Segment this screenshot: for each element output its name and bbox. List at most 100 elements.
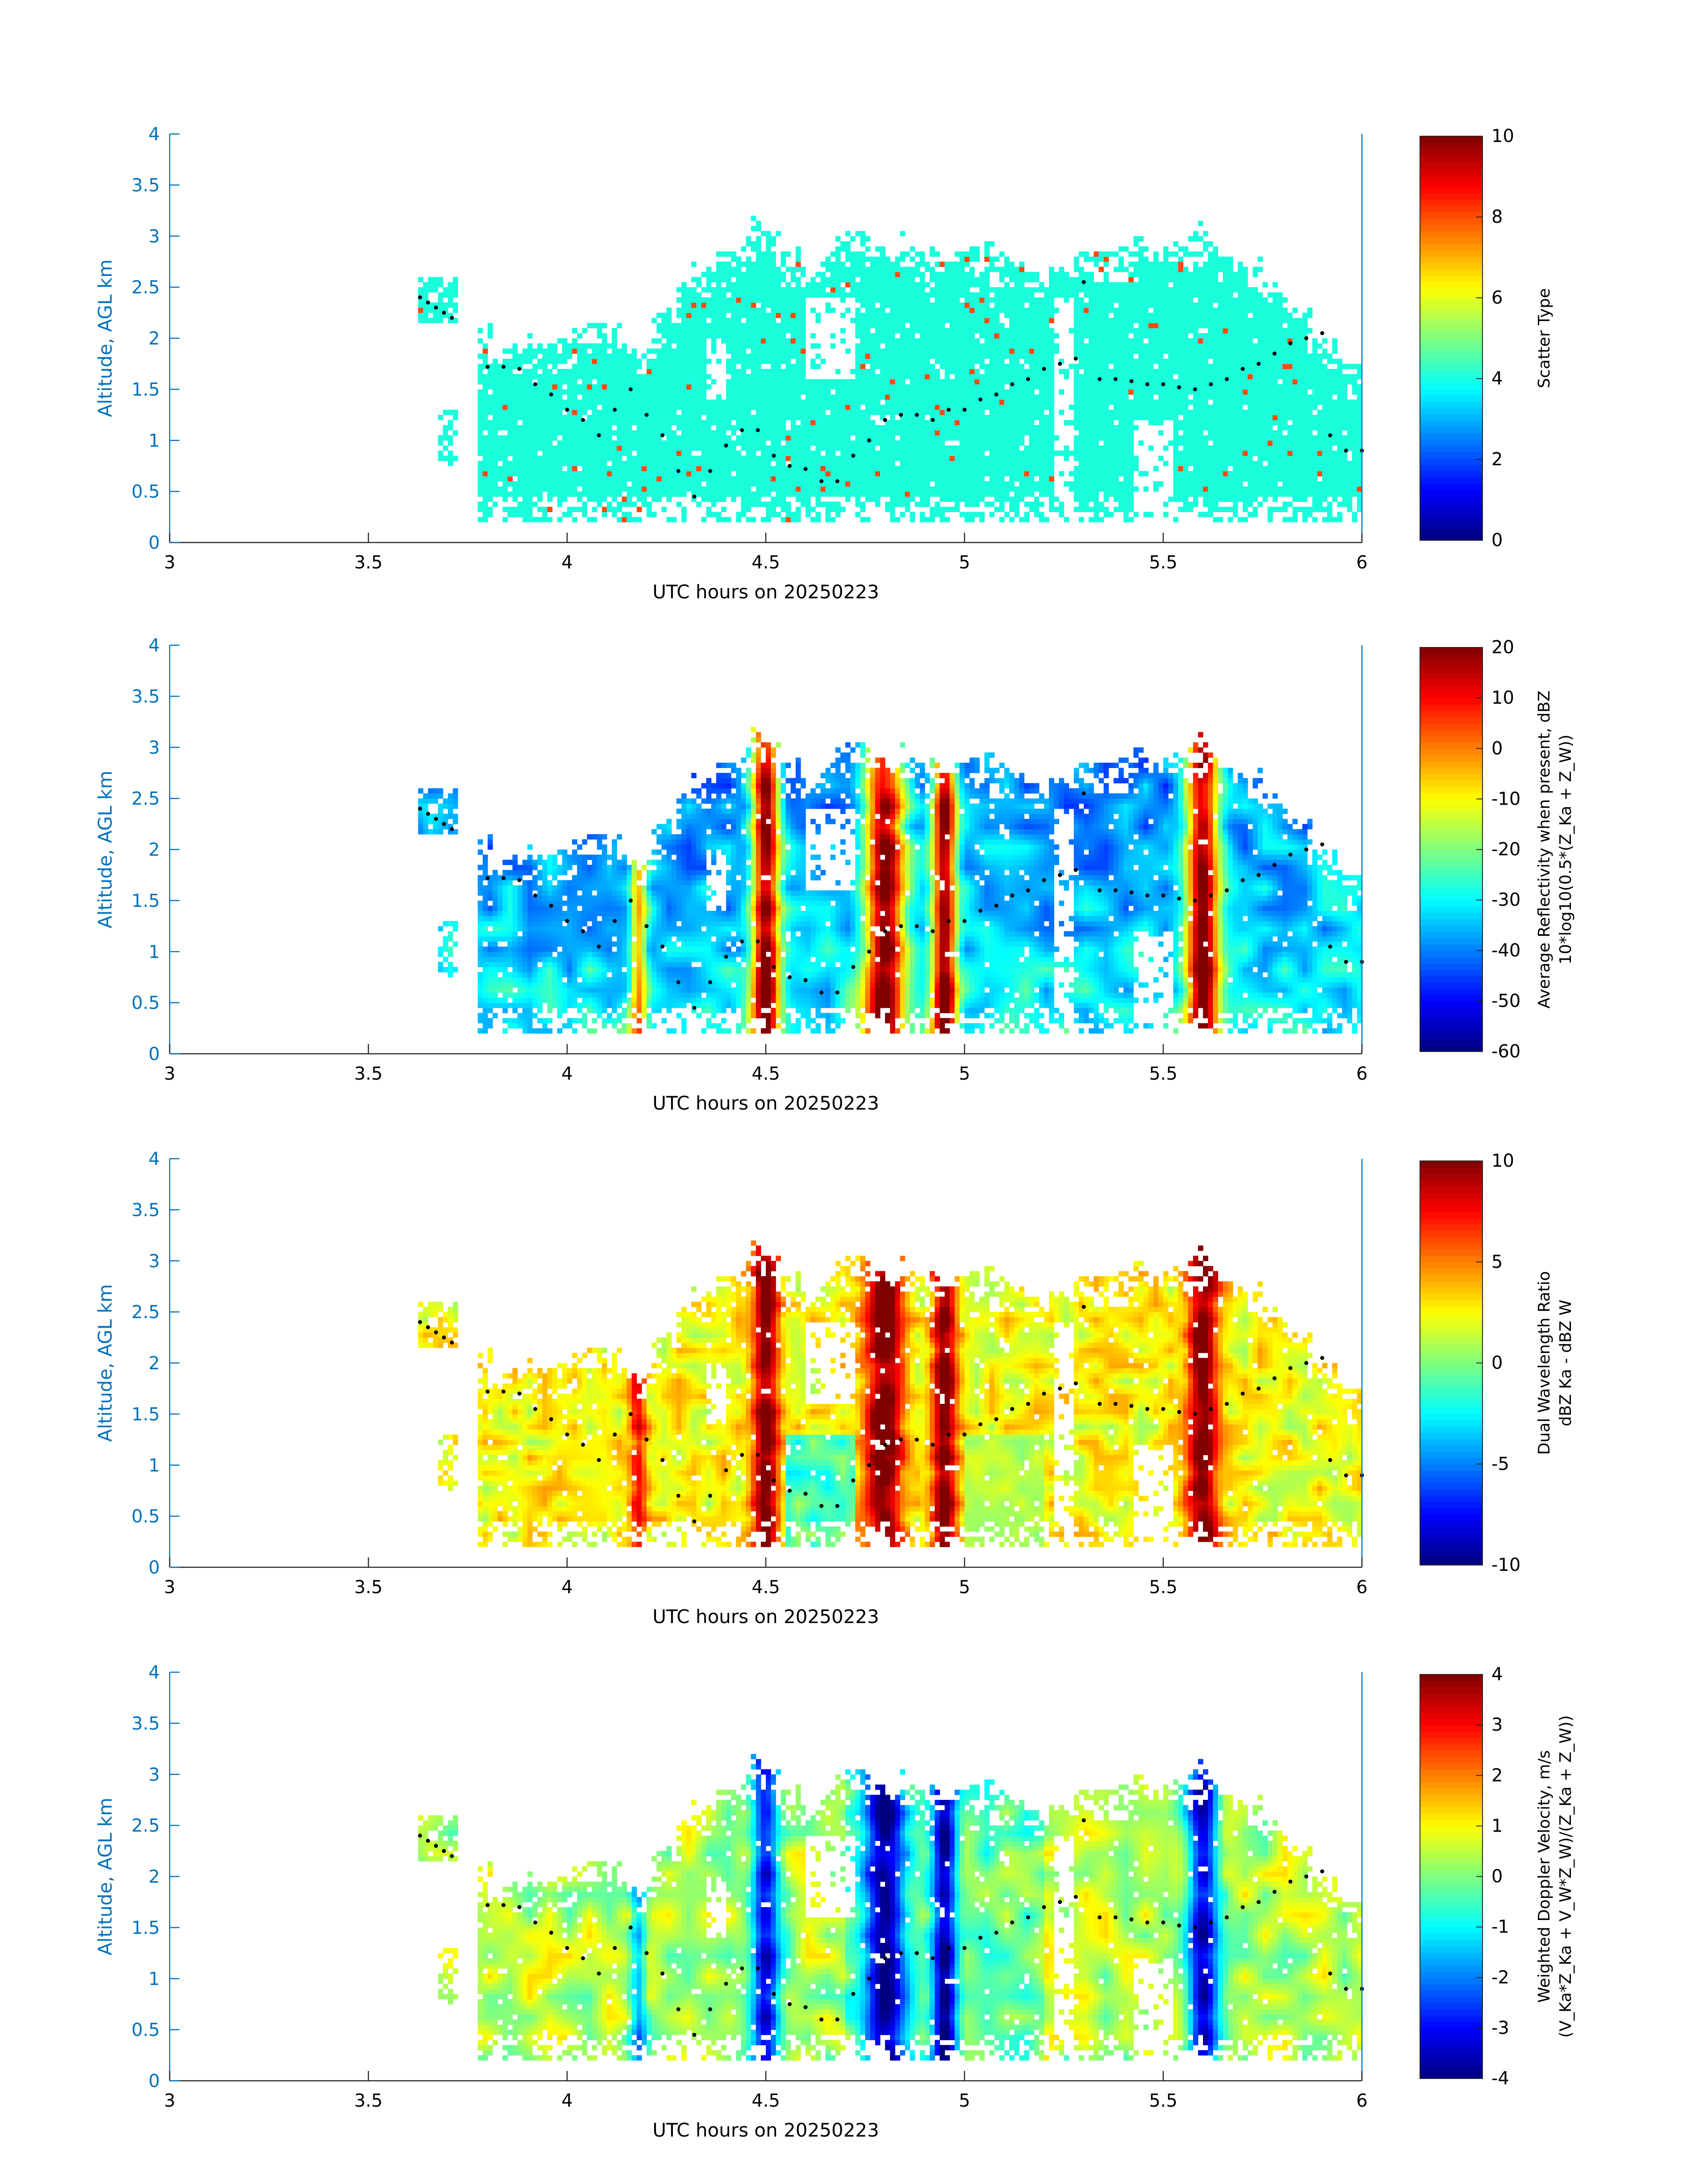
heatmap-cell <box>900 435 905 441</box>
heatmap-cell <box>1054 497 1059 502</box>
heatmap-cell <box>801 400 806 405</box>
heatmap-cell <box>925 425 930 430</box>
heatmap-cell <box>557 502 563 507</box>
heatmap-cell <box>1044 481 1049 487</box>
heatmap-cell <box>572 394 577 400</box>
heatmap-cell <box>552 430 558 435</box>
heatmap-cell <box>855 502 860 507</box>
heatmap-cell <box>1049 374 1054 380</box>
heatmap-cell <box>1029 456 1035 461</box>
heatmap-cell <box>1044 308 1049 313</box>
heatmap-cell <box>771 502 776 507</box>
heatmap-cell <box>915 481 920 487</box>
heatmap-cell <box>826 456 831 461</box>
heatmap-cell <box>612 451 617 456</box>
heatmap-cell <box>915 471 920 476</box>
heatmap-cell <box>696 420 702 426</box>
heatmap-cell <box>746 425 752 430</box>
heatmap-cell <box>895 267 900 272</box>
heatmap-cell <box>1009 430 1015 435</box>
heatmap-cell <box>691 302 697 308</box>
heatmap-cell <box>955 446 960 451</box>
heatmap-cell <box>880 251 885 257</box>
heatmap-cell <box>453 410 458 415</box>
heatmap-cell <box>706 308 712 313</box>
heatmap-cell <box>691 318 697 323</box>
heatmap-cell <box>781 257 786 262</box>
heatmap-cell <box>950 348 955 354</box>
heatmap-cell <box>731 461 736 466</box>
heatmap-cell <box>677 364 682 369</box>
heatmap-cell <box>860 440 865 446</box>
heatmap-cell <box>701 318 706 323</box>
heatmap-cell <box>791 364 796 369</box>
heatmap-cell <box>741 272 746 277</box>
heatmap-cell <box>900 333 905 338</box>
heatmap-cell <box>815 313 821 318</box>
heatmap-cell <box>940 394 945 400</box>
heatmap-cell <box>438 456 443 461</box>
heatmap-cell <box>1079 318 1084 323</box>
heatmap-cell <box>776 282 781 288</box>
heatmap-cell <box>1079 497 1084 502</box>
heatmap-cell <box>905 481 910 487</box>
heatmap-cell <box>651 420 657 426</box>
heatmap-cell <box>1009 446 1015 451</box>
heatmap-cell <box>786 354 791 359</box>
heatmap-cell <box>617 430 622 435</box>
heatmap-cell <box>969 333 975 338</box>
heatmap-cell <box>820 446 826 451</box>
heatmap-cell <box>577 374 582 380</box>
heatmap-cell <box>950 492 955 497</box>
heatmap-cell <box>870 466 876 471</box>
heatmap-cell <box>518 471 523 476</box>
heatmap-cell <box>875 466 881 471</box>
heatmap-cell <box>691 471 697 476</box>
heatmap-cell <box>547 343 553 349</box>
heatmap-cell <box>552 374 558 380</box>
heatmap-cell <box>592 517 597 522</box>
heatmap-cell <box>1004 374 1010 380</box>
heatmap-cell <box>756 267 761 272</box>
heatmap-cell <box>781 435 786 441</box>
heatmap-cell <box>885 257 890 262</box>
heatmap-cell <box>860 415 865 420</box>
heatmap-cell <box>1029 318 1035 323</box>
heatmap-cell <box>661 333 667 338</box>
heatmap-cell <box>955 425 960 430</box>
heatmap-cell <box>756 389 761 395</box>
heatmap-cell <box>994 257 1000 262</box>
heatmap-cell <box>786 287 791 292</box>
heatmap-cell <box>806 394 811 400</box>
heatmap-cell <box>701 435 706 441</box>
heatmap-cell <box>900 308 905 313</box>
heatmap-cell <box>771 328 776 334</box>
heatmap-cell <box>1069 328 1074 334</box>
heatmap-cell <box>935 323 940 328</box>
heatmap-cell <box>969 389 975 395</box>
heatmap-cell <box>1044 302 1049 308</box>
heatmap-cell <box>945 272 950 277</box>
heatmap-cell <box>810 517 816 522</box>
heatmap-cell <box>950 379 955 384</box>
heatmap-cell <box>483 481 488 487</box>
heatmap-cell <box>746 486 752 492</box>
heatmap-cell <box>771 425 776 430</box>
heatmap-cell <box>637 379 642 384</box>
heatmap-cell <box>1039 302 1044 308</box>
heatmap-cell <box>935 492 940 497</box>
heatmap-cell <box>860 492 865 497</box>
heatmap-cell <box>1009 461 1015 466</box>
heatmap-cell <box>1034 287 1040 292</box>
heatmap-cell <box>945 389 950 395</box>
heatmap-cell <box>925 430 930 435</box>
heatmap-cell <box>587 369 593 374</box>
heatmap-cell <box>945 476 950 481</box>
heatmap-cell <box>781 328 786 334</box>
heatmap-cell <box>935 507 940 512</box>
heatmap-cell <box>1009 277 1015 282</box>
heatmap-cell <box>791 435 796 441</box>
heatmap-cell <box>423 292 428 298</box>
heatmap-cell <box>865 328 871 334</box>
